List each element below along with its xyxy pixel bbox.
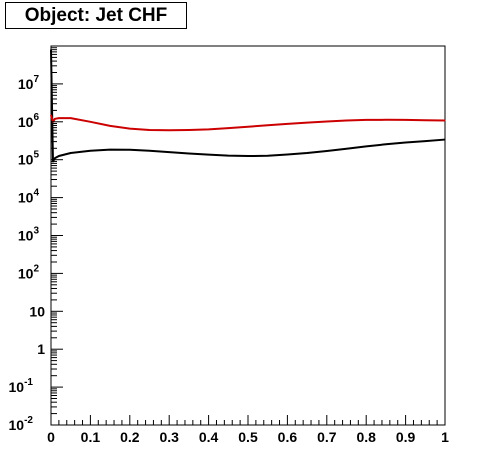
data-point — [58, 155, 60, 157]
data-point — [50, 114, 52, 116]
data-point — [365, 119, 367, 121]
y-tick-label: 10-1 — [9, 377, 34, 395]
data-point — [286, 123, 288, 125]
y-tick-label: 104 — [18, 188, 40, 206]
plot-frame — [50, 45, 446, 426]
data-point — [444, 138, 446, 141]
data-point — [168, 151, 170, 153]
data-point — [70, 152, 72, 154]
data-point — [89, 150, 91, 152]
data-point — [168, 129, 170, 131]
data-point — [405, 141, 407, 144]
data-point — [306, 122, 308, 124]
data-point — [70, 117, 72, 119]
data-point — [385, 143, 387, 145]
data-point — [267, 124, 269, 126]
data-point — [424, 140, 426, 142]
data-point — [109, 148, 111, 151]
data-point — [306, 152, 308, 154]
x-tick-label: 0.1 — [81, 429, 101, 445]
data-point — [385, 119, 387, 121]
data-point — [227, 127, 229, 129]
y-tick-label: 106 — [18, 112, 40, 130]
data-point — [54, 157, 56, 159]
x-tick-label: 0.8 — [356, 429, 376, 445]
data-point — [188, 152, 190, 155]
x-tick-label: 0.4 — [199, 429, 219, 445]
data-point — [345, 119, 348, 122]
y-tick-label: 105 — [18, 150, 40, 168]
series-line-1 — [50, 49, 446, 163]
data-point — [89, 121, 91, 123]
x-tick-label: 0 — [47, 429, 55, 445]
data-point — [345, 148, 348, 150]
data-point — [148, 129, 151, 131]
data-point — [227, 155, 229, 157]
data-point — [365, 145, 367, 147]
y-tick-label: 107 — [18, 74, 40, 92]
data-point — [286, 153, 288, 156]
data-point — [208, 154, 210, 156]
data-point — [188, 129, 190, 131]
data-point — [247, 155, 249, 157]
x-tick-label: 0.9 — [396, 429, 416, 445]
y-tick-label: 103 — [18, 226, 40, 244]
x-tick-label: 0.2 — [120, 429, 140, 445]
data-point — [326, 150, 328, 152]
data-point — [267, 155, 269, 157]
series-line-2 — [50, 114, 446, 132]
data-point — [208, 128, 210, 131]
data-point — [54, 118, 56, 120]
y-tick-label: 1 — [37, 341, 45, 357]
y-tick-label: 102 — [18, 263, 40, 281]
data-point — [424, 119, 426, 121]
x-tick-label: 0.7 — [317, 429, 337, 445]
chart-title: Object: Jet CHF — [5, 2, 187, 29]
x-tick-label: 0.3 — [159, 429, 179, 445]
data-point — [129, 128, 131, 130]
data-point — [129, 149, 131, 151]
data-point — [444, 119, 446, 122]
data-point — [58, 117, 60, 119]
data-point — [405, 119, 407, 121]
x-tick-label: 0.5 — [238, 429, 258, 445]
data-point — [247, 126, 249, 128]
y-tick-label: 10 — [29, 303, 45, 319]
x-tick-label: 0.6 — [278, 429, 298, 445]
data-point — [109, 125, 111, 127]
y-tick-label: 10-2 — [9, 415, 34, 433]
x-tick-label: 1 — [441, 429, 449, 445]
data-point — [148, 150, 151, 152]
data-point — [326, 120, 328, 123]
